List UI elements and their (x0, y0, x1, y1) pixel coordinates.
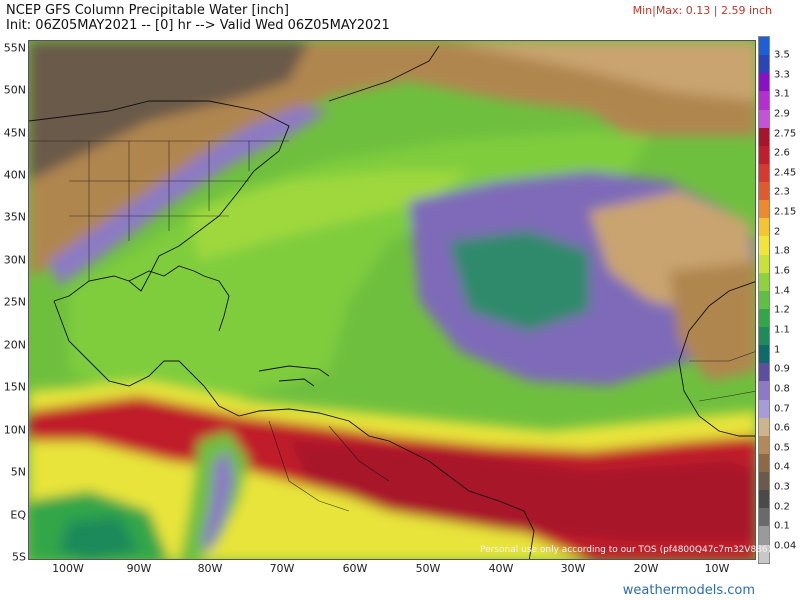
colorbar-swatch (759, 363, 769, 382)
colorbar-swatch (759, 544, 769, 563)
colorbar-swatch (759, 218, 769, 237)
colorbar-label: 0.3 (774, 481, 790, 493)
brand-link[interactable]: weathermodels.com (622, 583, 755, 598)
lat-label: 45N (3, 126, 26, 140)
colorbar-swatch (759, 91, 769, 110)
lat-label: 55N (3, 41, 26, 55)
lat-label: EQ (10, 508, 26, 522)
lon-label: 90W (126, 562, 152, 575)
map-title-block: NCEP GFS Column Precipitable Water [inch… (6, 3, 390, 33)
colorbar-swatch (759, 490, 769, 509)
colorbar-swatch (759, 163, 769, 182)
lat-label: 40N (3, 168, 26, 182)
lon-label: 60W (342, 562, 368, 575)
colorbar-label: 0.04 (774, 540, 797, 552)
colorbar-swatch (759, 453, 769, 472)
colorbar-label: 2.45 (774, 167, 797, 179)
colorbar-swatch (759, 254, 769, 273)
lat-label: 25N (3, 295, 26, 309)
colorbar-label: 2.6 (774, 147, 790, 159)
colorbar-label: 0.8 (774, 383, 790, 395)
tos-disclaimer: Personal use only according to our TOS (… (480, 545, 772, 555)
colorbar-label: 1.8 (774, 245, 790, 257)
colorbar-swatch (759, 109, 769, 128)
colorbar-label: 3.3 (774, 69, 790, 81)
colorbar-swatch (759, 145, 769, 164)
colorbar-label: 1.4 (774, 285, 790, 297)
lat-label: 20N (3, 338, 26, 352)
colorbar-label: 2.15 (774, 206, 797, 218)
lon-label: 40W (488, 562, 514, 575)
colorbar-swatch (759, 272, 769, 291)
colorbar-swatch (759, 127, 769, 146)
lon-label: 50W (415, 562, 441, 575)
colorbar-swatch (759, 345, 769, 364)
colorbar-label: 2 (774, 226, 781, 238)
colorbar-swatch (759, 417, 769, 436)
colorbar-swatch (759, 37, 769, 56)
colorbar-label: 0.4 (774, 461, 790, 473)
colorbar-swatch (759, 508, 769, 527)
colorbar-label: 1.6 (774, 265, 790, 277)
colorbar-swatch (759, 327, 769, 346)
colorbar-label: 0.2 (774, 501, 790, 513)
colorbar-label: 1.1 (774, 324, 790, 336)
colorbar-label: 2.9 (774, 108, 790, 120)
map-title: NCEP GFS Column Precipitable Water [inch… (6, 3, 289, 18)
map-init-valid-time: Init: 06Z05MAY2021 -- [0] hr --> Valid W… (6, 18, 390, 33)
lat-label: 10N (3, 423, 26, 437)
lat-label: 50N (3, 83, 26, 97)
colorbar-swatch (759, 236, 769, 255)
colorbar-swatch (759, 435, 769, 454)
lon-label: 10W (704, 562, 730, 575)
colorbar-swatch (759, 182, 769, 201)
map-canvas (29, 41, 755, 559)
pw-field-shading (29, 41, 755, 559)
colorbar-label: 3.5 (774, 49, 790, 61)
colorbar-label: 0.6 (774, 422, 790, 434)
coastlines (29, 45, 755, 559)
colorbar-label: 1.2 (774, 304, 790, 316)
min-max-readout: Min|Max: 0.13 | 2.59 inch (632, 4, 772, 17)
colorbar-swatch (759, 200, 769, 219)
lat-label: 35N (3, 210, 26, 224)
colorbar-swatch (759, 308, 769, 327)
colorbar-swatch (759, 55, 769, 74)
colorbar-swatch (759, 290, 769, 309)
lon-label: 100W (52, 562, 84, 575)
precipitable-water-map[interactable] (28, 40, 756, 560)
lat-label: 30N (3, 253, 26, 267)
colorbar-label: 3.1 (774, 88, 790, 100)
lat-label: 5N (10, 465, 26, 479)
lon-label: 80W (197, 562, 223, 575)
colorbar-label: 2.3 (774, 186, 790, 198)
lat-label: 15N (3, 380, 26, 394)
colorbar-label: 0.7 (774, 403, 790, 415)
lon-label: 70W (269, 562, 295, 575)
colorbar (758, 36, 770, 564)
colorbar-swatch (759, 526, 769, 545)
lon-label: 20W (633, 562, 659, 575)
lon-label: 30W (560, 562, 586, 575)
colorbar-label: 1 (774, 344, 781, 356)
lat-label: 5S (12, 550, 26, 564)
colorbar-swatch (759, 381, 769, 400)
colorbar-label: 0.9 (774, 363, 790, 375)
colorbar-swatch (759, 472, 769, 491)
colorbar-swatch (759, 399, 769, 418)
colorbar-label: 0.1 (774, 520, 790, 532)
colorbar-label: 2.75 (774, 128, 797, 140)
colorbar-label: 0.5 (774, 442, 790, 454)
political-borders (29, 140, 755, 512)
colorbar-swatch (759, 73, 769, 92)
